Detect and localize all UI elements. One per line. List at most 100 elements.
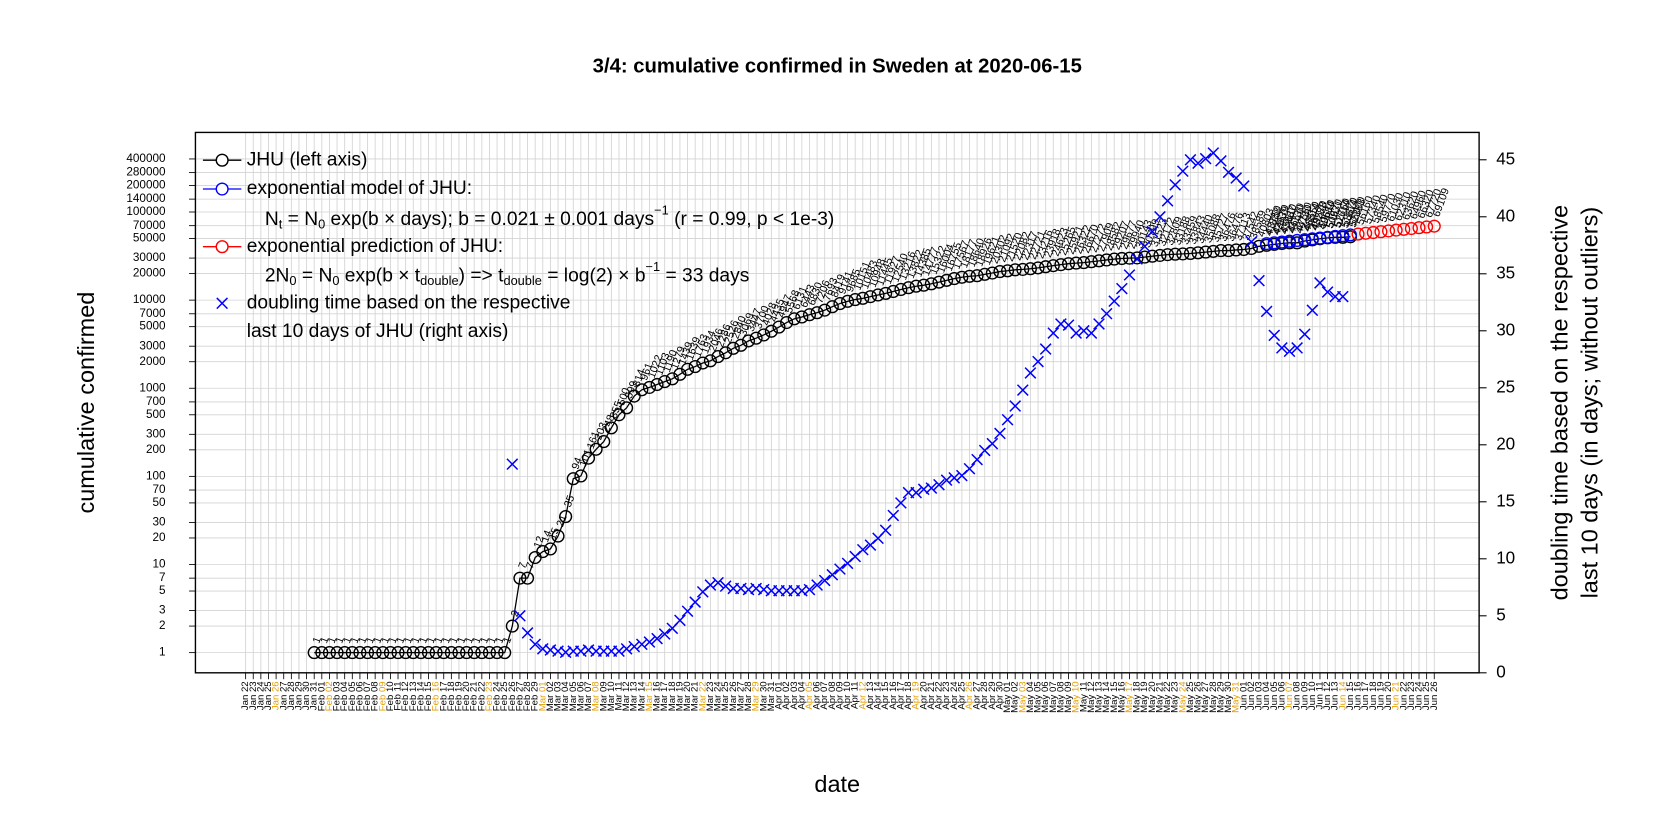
point [376,646,390,660]
x-tick-label: Mar 07 [583,681,594,711]
x-tick-label: Mar 13 [629,681,640,711]
x-tick-label: Jun 20 [1383,681,1394,710]
point [604,421,618,435]
point [1108,295,1121,308]
formula-part: 2N [265,266,290,287]
point [383,646,397,660]
x-tick-label: May 30 [1223,681,1234,713]
point [940,273,954,287]
y-tick-label: 280000 [126,166,166,179]
point [925,482,938,494]
x-tick-label: Jan 25 [263,681,274,710]
x-tick-label: Mar 04 [560,681,571,712]
y2-axis-label: last 10 days (in days; without outliers) [1576,207,1602,599]
point [833,296,847,311]
x-tick-label: Mar 09 [598,681,609,711]
point [452,646,466,660]
x-tick-label: May 21 [1154,681,1165,713]
point [1427,219,1441,233]
point [1001,264,1015,278]
x-tick-label: Feb 25 [499,681,510,711]
point [895,497,907,509]
x-tick-label: Apr 06 [812,681,823,709]
point [802,308,817,322]
value-label: 248 [600,413,617,434]
point [543,542,557,556]
value-label: 14 [539,529,554,544]
point [566,472,580,486]
point [635,638,648,651]
point [993,264,1007,279]
x-tick-label: Feb 05 [347,681,358,711]
point [1237,180,1250,192]
value-label: 1 [440,635,453,645]
y2-tick-label: 5 [1496,605,1505,624]
value-label: 161 [585,430,602,451]
point [1169,178,1182,191]
x-tick-label: May 15 [1109,681,1120,713]
point [1054,258,1068,272]
y-tick-label: 300 [146,427,166,440]
x-tick-label: Feb 04 [339,681,350,712]
y-tick-label: 20 [152,531,166,544]
x-tick-label: Jun 12 [1322,681,1333,710]
x-tick-label: Mar 10 [606,681,617,711]
point [909,279,923,293]
point [628,640,641,653]
point [772,320,786,334]
point [1275,235,1289,249]
x-tick-label: Jun 23 [1406,681,1417,710]
value-label: 1 [311,635,324,645]
value-label: 599 [623,379,640,400]
point [520,571,535,585]
point [345,646,359,660]
point [1176,165,1189,178]
x-tick-label: Mar 29 [751,681,762,711]
x-tick-label: May 06 [1040,681,1051,713]
x-tick-label: Feb 26 [507,681,518,711]
point [1077,256,1091,270]
point [1359,226,1373,240]
point [521,627,534,639]
x-tick-label: May 05 [1033,681,1044,713]
point [529,638,542,651]
point [612,408,626,422]
point [1061,257,1076,271]
point [1291,342,1303,354]
point [1283,345,1296,358]
x-tick-label: Jan 31 [309,681,320,710]
x-tick-label: Apr 19 [911,681,922,709]
point [1183,246,1198,261]
point [886,284,900,299]
point [1085,327,1098,339]
legend-label: exponential prediction of JHU: [247,236,503,257]
point [840,294,855,308]
y-tick-label: 5 [159,584,166,597]
point [955,270,969,284]
y2-tick-label: 45 [1496,149,1515,168]
point [856,543,869,556]
x-tick-label: Mar 02 [545,681,556,711]
value-label: 1 [425,635,438,645]
point [696,356,710,370]
x-tick-label: Apr 05 [804,681,815,709]
x-tick-label: Jun 02 [1246,681,1257,710]
point [704,579,717,591]
legend-symbol [215,240,229,254]
point [1314,277,1326,289]
x-tick-label: Mar 20 [682,681,693,711]
point [1016,384,1029,396]
point [613,645,625,658]
x-tick-label: Feb 27 [514,681,525,711]
formula-part: double [503,273,541,288]
x-tick-label: Apr 26 [964,681,975,709]
point [856,291,870,305]
point [1047,327,1060,339]
formula-part: −1 [646,259,661,274]
y2-tick-label: 30 [1496,320,1515,339]
chart-title: 3/4: cumulative confirmed in Sweden at 2… [593,56,1082,78]
x-tick-label: May 17 [1124,681,1135,713]
y-tick-label: 1 [159,646,166,659]
x-tick-label: Jun 03 [1254,681,1265,710]
y2-tick-label: 15 [1496,491,1515,510]
